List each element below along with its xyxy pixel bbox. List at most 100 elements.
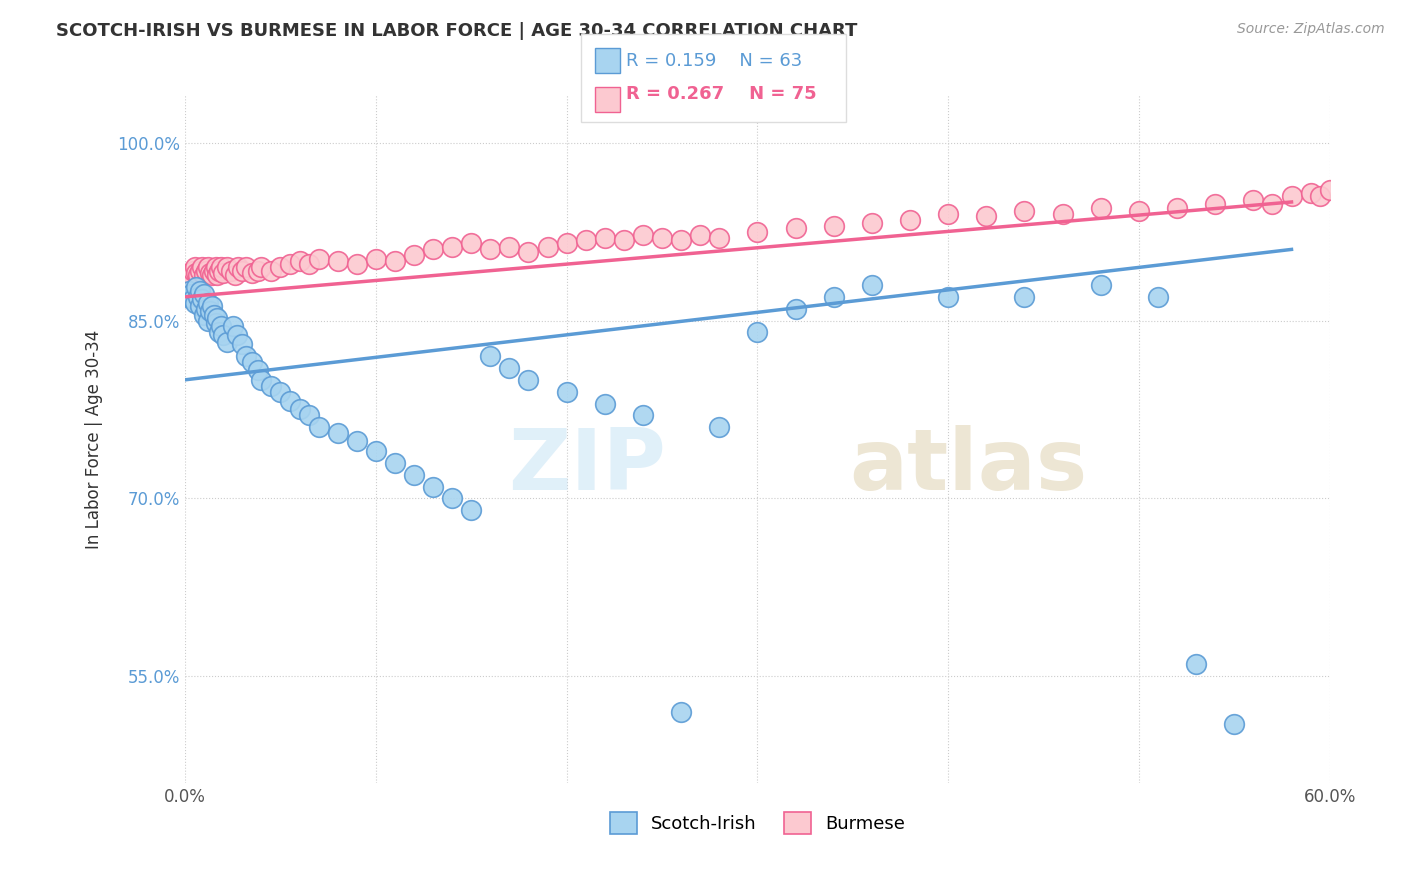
Point <box>222 319 245 334</box>
Text: atlas: atlas <box>849 425 1087 508</box>
Point <box>215 260 238 275</box>
Point <box>298 409 321 423</box>
Point <box>1299 186 1322 200</box>
Point <box>422 243 444 257</box>
Point <box>204 260 226 275</box>
Point <box>575 233 598 247</box>
Point <box>709 230 731 244</box>
Point <box>208 264 231 278</box>
Point <box>669 233 692 247</box>
Text: SCOTCH-IRISH VS BURMESE IN LABOR FORCE | AGE 30-34 CORRELATION CHART: SCOTCH-IRISH VS BURMESE IN LABOR FORCE |… <box>56 22 858 40</box>
Point <box>1090 277 1112 292</box>
Point <box>186 280 208 294</box>
Point <box>1014 290 1036 304</box>
Point <box>231 264 253 278</box>
Point <box>195 301 218 316</box>
Point <box>250 260 273 275</box>
Text: Source: ZipAtlas.com: Source: ZipAtlas.com <box>1237 22 1385 37</box>
Point <box>1166 201 1188 215</box>
Point <box>195 264 218 278</box>
Y-axis label: In Labor Force | Age 30-34: In Labor Force | Age 30-34 <box>86 329 103 549</box>
Point <box>308 252 330 266</box>
Point <box>181 292 204 306</box>
Point <box>176 272 198 286</box>
Point <box>402 248 425 262</box>
Point <box>422 479 444 493</box>
Point <box>460 503 482 517</box>
Point <box>209 319 232 334</box>
Point <box>246 363 269 377</box>
Point <box>231 337 253 351</box>
Point <box>180 268 202 283</box>
Point <box>651 230 673 244</box>
Point <box>498 240 520 254</box>
Point <box>936 290 959 304</box>
Point <box>364 252 387 266</box>
Point <box>193 287 215 301</box>
Point <box>235 349 257 363</box>
Point <box>479 349 502 363</box>
Point <box>1128 204 1150 219</box>
Point <box>669 705 692 719</box>
Point <box>384 254 406 268</box>
Point <box>193 268 215 283</box>
Point <box>204 316 226 330</box>
Point <box>198 304 221 318</box>
Point <box>536 240 558 254</box>
Point <box>308 420 330 434</box>
Point <box>201 299 224 313</box>
Point <box>202 308 225 322</box>
Point <box>1281 189 1303 203</box>
Point <box>188 299 211 313</box>
Point <box>1090 201 1112 215</box>
Point <box>346 257 368 271</box>
Point <box>207 311 229 326</box>
Point <box>747 225 769 239</box>
Point <box>785 301 807 316</box>
Point <box>1014 204 1036 219</box>
Point <box>298 257 321 271</box>
Point <box>441 240 464 254</box>
Point <box>555 236 578 251</box>
Point <box>215 334 238 349</box>
Point <box>198 266 221 280</box>
Point <box>177 266 200 280</box>
Point <box>823 290 845 304</box>
Point <box>260 264 283 278</box>
Point <box>555 384 578 399</box>
Point <box>228 260 250 275</box>
Point <box>197 295 219 310</box>
Point <box>747 326 769 340</box>
Point <box>517 373 540 387</box>
Point <box>498 361 520 376</box>
Point <box>384 456 406 470</box>
Point <box>197 313 219 327</box>
Point <box>187 290 209 304</box>
Text: R = 0.159    N = 63: R = 0.159 N = 63 <box>626 52 801 70</box>
Point <box>1319 183 1341 197</box>
Point <box>224 268 246 283</box>
Point <box>326 254 349 268</box>
Point <box>197 260 219 275</box>
Point <box>288 254 311 268</box>
Point <box>212 266 235 280</box>
Point <box>181 264 204 278</box>
Point <box>479 243 502 257</box>
Point <box>278 394 301 409</box>
Point <box>235 260 257 275</box>
Point <box>202 264 225 278</box>
Point <box>1052 207 1074 221</box>
Point <box>240 355 263 369</box>
Point <box>689 228 711 243</box>
Point <box>1223 716 1246 731</box>
Point <box>860 277 883 292</box>
Point <box>183 295 205 310</box>
Point <box>517 244 540 259</box>
Point <box>1147 290 1170 304</box>
Point <box>936 207 959 221</box>
Point <box>187 268 209 283</box>
Point <box>176 290 198 304</box>
Point <box>1241 193 1264 207</box>
Point <box>593 230 616 244</box>
Point <box>208 326 231 340</box>
